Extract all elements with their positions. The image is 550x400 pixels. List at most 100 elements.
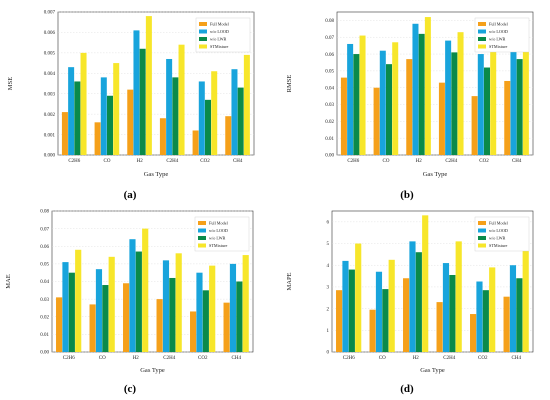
- bar-full-model-c2h6: [61, 112, 68, 155]
- x-tick-label: CO: [383, 159, 390, 164]
- bar-full-model-ch4: [225, 116, 232, 155]
- bar-w-o-lwr-co2: [484, 67, 491, 155]
- y-tick-label: 4: [327, 264, 330, 269]
- bar-full-model-c2h6: [340, 77, 347, 155]
- y-tick-label: 0.06: [325, 53, 334, 58]
- bar-full-model-h2: [127, 89, 134, 155]
- bar-w-o-lwr-c2h4: [169, 277, 176, 352]
- bar-w-o-lwr-h2: [139, 48, 146, 156]
- bar-full-model-co: [89, 304, 96, 352]
- bar-full-model-ch4: [504, 80, 511, 155]
- x-tick-label: CO2: [198, 356, 208, 361]
- bar-stmixture-ch4: [522, 37, 529, 156]
- x-axis-title: Gas Type: [420, 367, 445, 374]
- bar-w-o-lwr-co2: [482, 290, 489, 352]
- legend-label: w/o LOOD: [209, 228, 228, 233]
- bar-w-o-lwr-c2h4: [451, 52, 458, 156]
- y-tick-label: 0.06: [40, 245, 49, 250]
- bar-full-model-co2: [192, 130, 199, 155]
- x-tick-label: C2H4: [443, 356, 455, 361]
- bar-w-o-lwr-co: [102, 285, 109, 352]
- bar-stmixture-c2h6: [359, 35, 366, 155]
- bar-full-model-co2: [471, 96, 478, 155]
- legend-label: STMixture: [489, 243, 508, 248]
- x-tick-label: CO: [104, 159, 111, 164]
- bar-stmixture-ch4: [242, 255, 249, 352]
- bar-stmixture-c2h4: [455, 241, 462, 352]
- bar-w-o-lood-h2: [133, 30, 140, 156]
- bar-full-model-h2: [123, 283, 130, 352]
- chart-panel-1: 0.000 0.001 0.002 0.003 0.004 0.005 0.006 0.007…: [7, 11, 255, 178]
- bar-stmixture-h2: [424, 17, 431, 155]
- legend-label: STMixture: [489, 44, 508, 49]
- legend: Full Model w/o LOOD w/o LWR STMixture: [195, 17, 251, 53]
- bar-w-o-lood-co2: [196, 272, 203, 352]
- legend-label: w/o LOOD: [489, 29, 508, 34]
- x-axis-title: Gas Type: [144, 171, 169, 178]
- x-tick-label: CH4: [512, 356, 522, 361]
- y-axis-title: RMSE: [286, 75, 293, 93]
- legend-swatch: [478, 22, 486, 26]
- bar-w-o-lood-ch4: [231, 69, 238, 155]
- legend-swatch: [198, 236, 206, 240]
- bar-w-o-lood-ch4: [229, 263, 237, 352]
- bar-w-o-lwr-co: [107, 95, 114, 155]
- y-tick-label: 0.07: [40, 227, 49, 232]
- bar-w-o-lwr-h2: [415, 252, 422, 352]
- panel-label-c: (c): [124, 383, 137, 395]
- bar-w-o-lood-c2h4: [445, 40, 452, 155]
- bar-stmixture-h2: [145, 16, 152, 156]
- y-tick-label: 0.00: [325, 154, 334, 159]
- legend-swatch: [199, 44, 207, 49]
- bar-stmixture-c2h6: [355, 243, 362, 352]
- y-tick-label: 0.04: [40, 280, 49, 285]
- bar-w-o-lwr-co2: [202, 290, 209, 352]
- legend-label: w/o LOOD: [489, 228, 508, 233]
- bar-w-o-lood-h2: [412, 23, 419, 155]
- bar-w-o-lwr-h2: [135, 251, 142, 352]
- bar-w-o-lood-ch4: [509, 265, 517, 352]
- bar-stmixture-ch4: [243, 54, 250, 155]
- bar-stmixture-co: [388, 259, 395, 352]
- y-tick-label: 0.02: [325, 120, 334, 125]
- bar-full-model-c2h6: [336, 290, 343, 352]
- legend-swatch: [478, 228, 486, 233]
- panel-label-d: (d): [400, 383, 414, 395]
- legend-label: STMixture: [209, 243, 228, 248]
- x-tick-label: CH4: [232, 356, 242, 361]
- bar-full-model-c2h6: [56, 297, 63, 352]
- bar-stmixture-c2h4: [457, 32, 464, 156]
- x-tick-label: H2: [137, 159, 144, 164]
- bar-full-model-c2h4: [438, 82, 445, 155]
- bar-full-model-c2h4: [156, 299, 163, 352]
- y-tick-label: 0.000: [44, 154, 56, 159]
- bar-full-model-co2: [470, 314, 477, 352]
- chart-panel-2: 0.00 0.01 0.02 0.03 0.04 0.05 0.06 0.07 0.08 C2H6…: [286, 11, 534, 178]
- y-tick-label: 0.08: [40, 210, 49, 215]
- bar-stmixture-co: [108, 256, 115, 352]
- bar-w-o-lood-c2h6: [62, 262, 69, 352]
- bar-w-o-lwr-ch4: [516, 59, 523, 155]
- bar-w-o-lwr-ch4: [237, 87, 244, 155]
- bar-full-model-co: [94, 122, 101, 155]
- legend-swatch: [478, 29, 486, 34]
- y-tick-label: 0.03: [325, 103, 334, 108]
- bar-full-model-h2: [406, 59, 413, 155]
- x-tick-label: H2: [413, 356, 420, 361]
- bar-stmixture-h2: [422, 215, 429, 352]
- x-tick-label: C2H4: [445, 159, 457, 164]
- x-tick-label: C2H6: [63, 356, 75, 361]
- bar-full-model-ch4: [503, 296, 510, 352]
- y-tick-label: 0.01: [325, 137, 334, 142]
- legend: Full Model w/o LOOD w/o LWR STMixture: [474, 17, 530, 53]
- bar-stmixture-h2: [142, 228, 149, 352]
- legend-label: w/o LWR: [489, 236, 506, 241]
- y-tick-label: 0.02: [40, 315, 49, 320]
- bar-stmixture-c2h6: [75, 249, 82, 352]
- y-tick-label: 6: [327, 221, 330, 226]
- x-tick-label: CH4: [512, 159, 522, 164]
- x-tick-label: CO2: [478, 356, 488, 361]
- bar-w-o-lwr-co2: [205, 99, 212, 155]
- legend-label: w/o LWR: [210, 37, 227, 42]
- bar-w-o-lwr-co: [382, 289, 389, 352]
